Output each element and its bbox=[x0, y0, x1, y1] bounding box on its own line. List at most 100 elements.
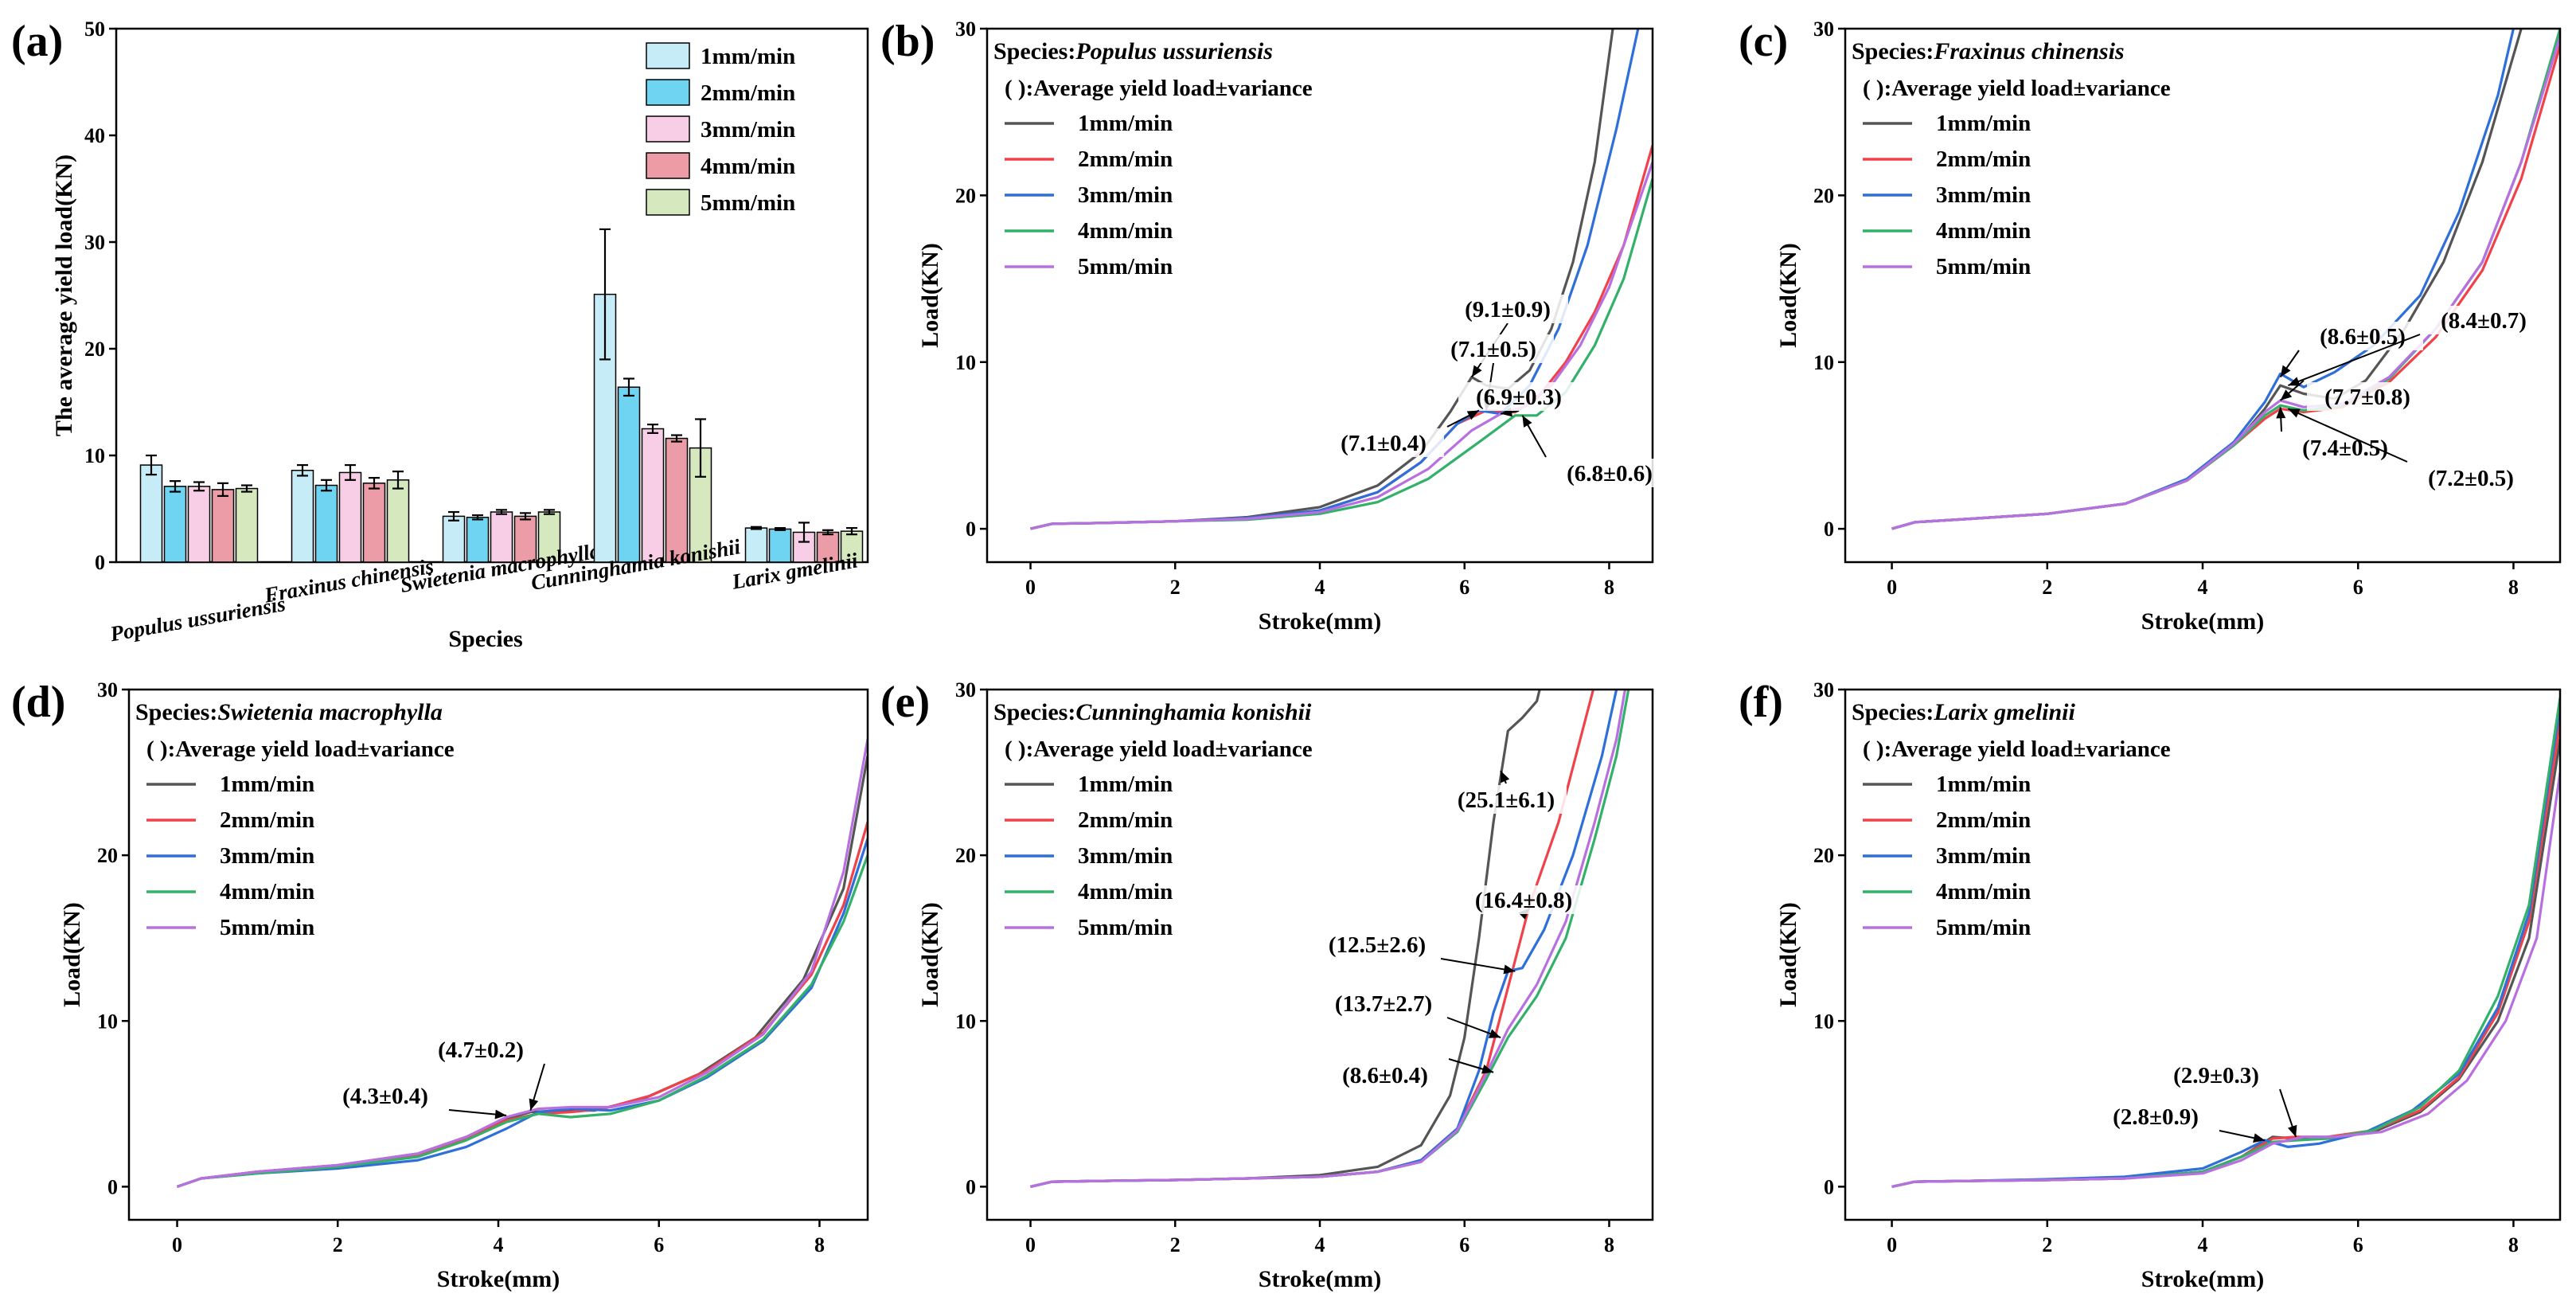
species-name: Fraxinus chinensis bbox=[1933, 38, 2124, 64]
category-label: Populus ussuriensis bbox=[107, 592, 287, 646]
annotation-arrowhead bbox=[1466, 410, 1479, 420]
annotation-arrow bbox=[1440, 958, 1516, 972]
x-tick-label: 2 bbox=[2042, 1233, 2052, 1256]
annotation-bg bbox=[1458, 382, 1579, 411]
y-tick-label: 30 bbox=[97, 678, 118, 701]
annotation-arrowhead bbox=[1501, 770, 1510, 783]
panel-f: (f) 0 2 4 6 8 0 10 20 30 Load(KN) Stroke(mm) Species… bbox=[1739, 678, 2562, 1292]
annotation-label: (12.5±2.6) bbox=[1329, 932, 1426, 958]
series-line bbox=[176, 739, 868, 1188]
y-tick-label-a: 40 bbox=[84, 124, 105, 147]
legend-label: 5mm/min bbox=[220, 915, 314, 940]
species-prefix: Species: bbox=[993, 38, 1075, 64]
annotation-label: (7.1±0.4) bbox=[1341, 431, 1427, 456]
y-axis-label: Load(KN) bbox=[917, 902, 943, 1007]
series-line bbox=[176, 822, 868, 1188]
bar bbox=[211, 489, 235, 563]
x-tick-label: 8 bbox=[814, 1233, 825, 1256]
annotation-bg bbox=[2095, 1102, 2216, 1131]
legend-label: 5mm/min bbox=[1078, 254, 1173, 279]
x-tick-label: 4 bbox=[2198, 1233, 2208, 1256]
species-label: Species:Cunninghamia konishii bbox=[993, 699, 1312, 725]
annotation-bg bbox=[1317, 930, 1438, 959]
annotation-arrowhead bbox=[2280, 365, 2291, 377]
annotation-label: (2.9±0.3) bbox=[2173, 1063, 2259, 1088]
x-tick-label: 4 bbox=[1315, 1233, 1325, 1256]
legend-label-a: 2mm/min bbox=[701, 80, 795, 106]
annotation-bg bbox=[2302, 322, 2423, 350]
x-tick-label: 6 bbox=[1459, 576, 1469, 599]
bar bbox=[442, 515, 466, 563]
annotation-label: (25.1±6.1) bbox=[1458, 787, 1555, 813]
legend-label: 3mm/min bbox=[1078, 843, 1173, 869]
annotation-label: (4.3±0.4) bbox=[342, 1084, 428, 1109]
legend-label: 1mm/min bbox=[1078, 772, 1173, 797]
y-tick-label: 0 bbox=[966, 1175, 976, 1198]
panel-d: (d) 0 2 4 6 8 0 10 20 30 Load(KN) Stroke(mm) Species… bbox=[11, 678, 869, 1292]
annotation-arrowhead bbox=[2276, 407, 2286, 419]
annotation-label: (7.1±0.5) bbox=[1450, 337, 1536, 362]
x-tick-label: 2 bbox=[1170, 1233, 1181, 1256]
species-prefix: Species: bbox=[1852, 38, 1934, 64]
bar bbox=[386, 479, 410, 563]
x-tick-label: 0 bbox=[1025, 1233, 1036, 1256]
bar bbox=[744, 527, 768, 563]
series-line bbox=[1030, 161, 1653, 530]
annotation-label: (6.8±0.6) bbox=[1567, 461, 1653, 486]
panel-a: (a) 0 10 20 30 40 50 The average yield load(KN)… bbox=[11, 17, 869, 652]
annotation-label: (4.7±0.2) bbox=[438, 1037, 524, 1063]
y-tick-label: 10 bbox=[955, 1010, 976, 1033]
legend-label: 2mm/min bbox=[220, 807, 314, 833]
annotation-label: (9.1±0.9) bbox=[1465, 297, 1551, 322]
y-tick-label: 0 bbox=[966, 518, 976, 541]
x-tick-label: 2 bbox=[2042, 576, 2052, 599]
legend-swatch-a bbox=[646, 115, 690, 143]
bar bbox=[665, 437, 689, 563]
legend-header: ( ):Average yield load±variance bbox=[1863, 76, 2171, 101]
annotation-arrowhead bbox=[1481, 1065, 1494, 1074]
x-tick-label: 6 bbox=[1459, 1233, 1469, 1256]
y-tick-label: 20 bbox=[1813, 184, 1834, 207]
series-line bbox=[176, 854, 868, 1188]
y-tick-label: 30 bbox=[1813, 678, 1834, 701]
legend-swatch-a bbox=[646, 189, 690, 216]
annotation-label: (7.2±0.5) bbox=[2428, 466, 2514, 491]
bar bbox=[537, 511, 561, 563]
species-label: Species:Fraxinus chinensis bbox=[1852, 38, 2125, 64]
bar bbox=[466, 516, 490, 563]
annotation-label: (8.6±0.4) bbox=[1342, 1063, 1428, 1088]
legend-header: ( ):Average yield load±variance bbox=[1005, 737, 1313, 762]
bar bbox=[235, 487, 259, 563]
annotation-bg bbox=[2410, 463, 2531, 492]
y-axis-label: Load(KN) bbox=[1775, 243, 1801, 348]
annotation-label: (16.4±0.8) bbox=[1475, 888, 1572, 913]
y-axis-label: Load(KN) bbox=[1775, 902, 1801, 1007]
annotation-bg bbox=[1433, 334, 1554, 363]
annotation-bg bbox=[2307, 382, 2428, 411]
legend-label: 1mm/min bbox=[1078, 111, 1173, 136]
bar bbox=[163, 486, 187, 563]
bar bbox=[187, 486, 211, 563]
y-tick-label: 10 bbox=[1813, 1010, 1834, 1033]
plot-frame-a bbox=[115, 27, 869, 564]
y-tick-label: 20 bbox=[955, 184, 976, 207]
annotation-arrow bbox=[2287, 408, 2408, 463]
legend-header: ( ):Average yield load±variance bbox=[1863, 737, 2171, 762]
x-tick-label: 4 bbox=[1315, 576, 1325, 599]
series-line bbox=[1891, 37, 2560, 530]
species-name: Cunninghamia konishii bbox=[1075, 699, 1312, 725]
legend-label: 3mm/min bbox=[220, 843, 314, 869]
y-tick-label: 10 bbox=[97, 1010, 118, 1033]
annotation-arrowhead bbox=[529, 1098, 539, 1111]
bar bbox=[139, 464, 163, 563]
annotation-arrowhead bbox=[2287, 1124, 2297, 1137]
annotation-bg bbox=[1447, 295, 1568, 323]
species-prefix: Species: bbox=[993, 699, 1075, 725]
annotation-bg bbox=[1463, 885, 1584, 914]
x-tick-label: 8 bbox=[2508, 576, 2519, 599]
bar bbox=[840, 530, 864, 563]
bar bbox=[291, 470, 314, 563]
bar bbox=[314, 484, 338, 563]
bar bbox=[338, 471, 362, 563]
